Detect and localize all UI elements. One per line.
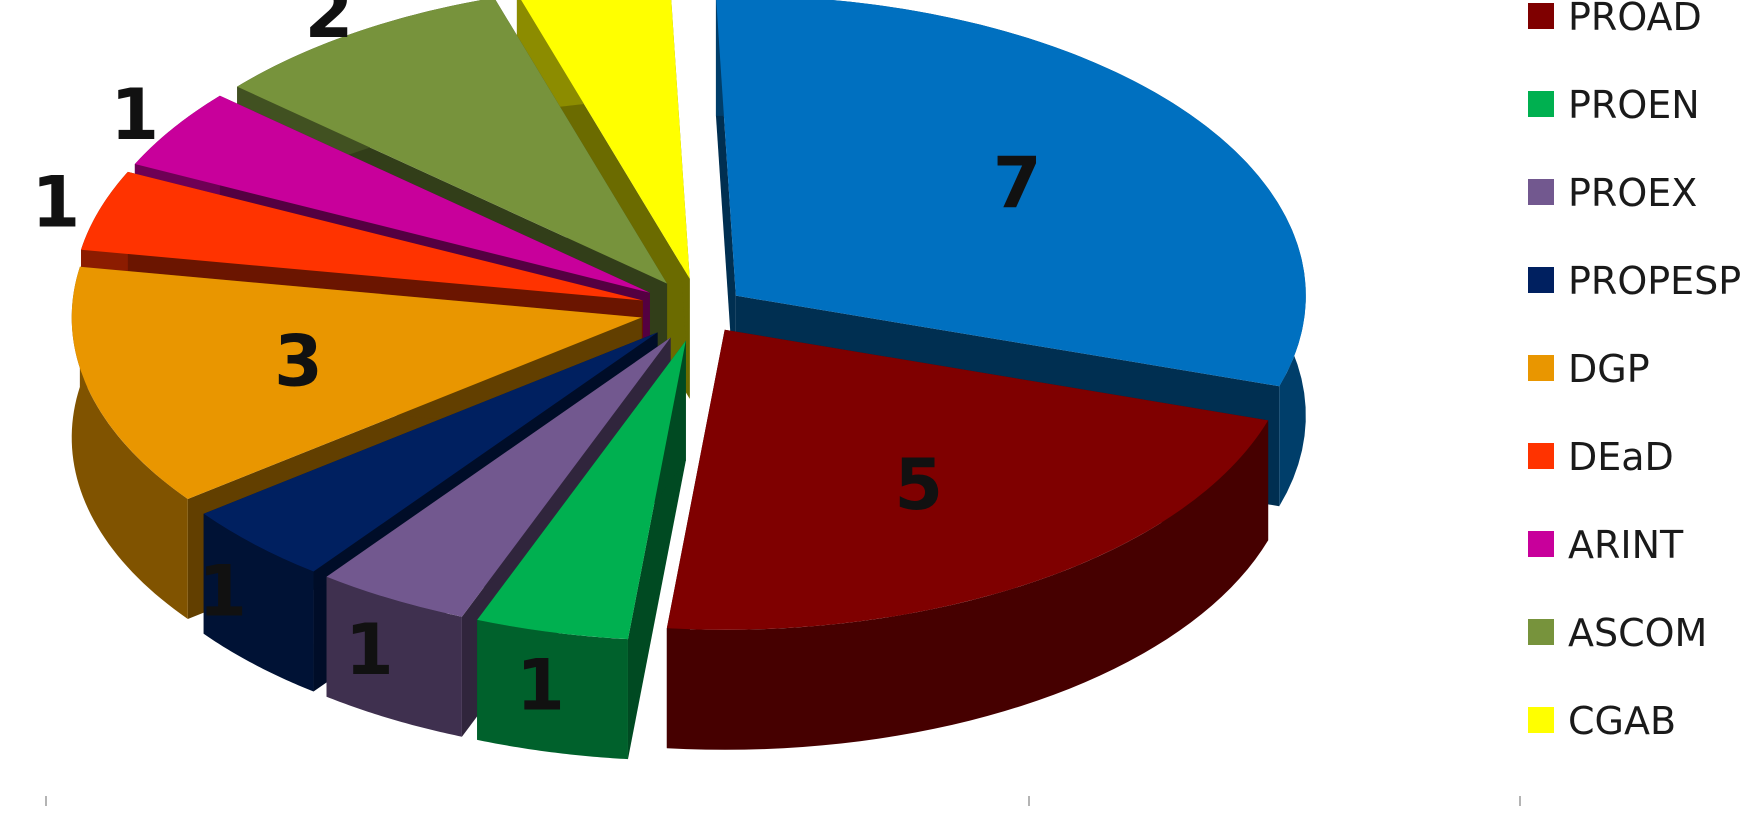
slice-top: [666, 329, 1269, 630]
legend-label: PROEX: [1568, 171, 1697, 215]
legend-swatch: [1528, 355, 1554, 381]
legend-label: DGP: [1568, 347, 1650, 391]
slice-top: [477, 340, 686, 640]
legend-label: ARINT: [1568, 523, 1684, 567]
legend-label: PROAD: [1568, 0, 1702, 39]
slice-top: [716, 0, 1306, 387]
axis-ticks: [45, 796, 1521, 806]
slice-side: [477, 619, 628, 760]
data-label-cgab: 1: [560, 0, 609, 1]
pie-slice-proen: [477, 340, 686, 760]
data-label-dead: 1: [32, 162, 81, 244]
data-label-ascom: 2: [305, 0, 354, 54]
slice-top: [326, 337, 671, 617]
legend-swatch: [1528, 267, 1554, 293]
legend-item-proex: PROEX: [1528, 171, 1697, 215]
legend-label: ASCOM: [1568, 611, 1707, 655]
legend-swatch: [1528, 707, 1554, 733]
slice-top: [237, 0, 668, 284]
legend-item-cgab: CGAB: [1528, 699, 1676, 743]
legend-item-proad: PROAD: [1528, 0, 1702, 39]
legend-item-proen: PROEN: [1528, 83, 1700, 127]
slice-side: [71, 266, 188, 619]
data-label-proex: 1: [345, 609, 394, 691]
legend-label: PROPESP: [1568, 259, 1741, 303]
legend-item-arint: ARINT: [1528, 523, 1684, 567]
data-label-dgp: 3: [274, 321, 323, 403]
data-label-arint: 1: [110, 74, 159, 156]
data-label-proad: 5: [894, 444, 943, 526]
slice-top: [203, 332, 658, 572]
legend-item-ascom: ASCOM: [1528, 611, 1707, 655]
legend-label: PROEN: [1568, 83, 1700, 127]
legend-item-dgp: DGP: [1528, 347, 1650, 391]
slice-top: [81, 171, 643, 301]
legend: PROAD PROEN PROEX PROPESP DGP DEaD ARINT ASCOM C…: [1528, 0, 1741, 743]
pie-slice-proad: [666, 329, 1269, 750]
slice-side: [326, 576, 462, 737]
legend-swatch: [1528, 531, 1554, 557]
pie-slices: [71, 0, 1306, 760]
slice-side: [666, 420, 1269, 750]
legend-label: DEaD: [1568, 435, 1674, 479]
data-label-propesp: 1: [198, 551, 247, 633]
slice-top: [521, 0, 690, 279]
legend-label: CGAB: [1568, 699, 1676, 743]
legend-item-dead: DEaD: [1528, 435, 1674, 479]
legend-swatch: [1528, 443, 1554, 469]
data-label-unlabeled-0: 7: [993, 142, 1042, 224]
slice-side: [203, 513, 314, 692]
slice-top: [134, 95, 650, 293]
legend-swatch: [1528, 91, 1554, 117]
data-labels: 7511131121: [32, 0, 1042, 727]
slice-top: [71, 266, 642, 499]
legend-swatch: [1528, 3, 1554, 29]
legend-swatch: [1528, 179, 1554, 205]
legend-swatch: [1528, 619, 1554, 645]
legend-item-propesp: PROPESP: [1528, 259, 1741, 303]
data-label-proen: 1: [516, 645, 565, 727]
